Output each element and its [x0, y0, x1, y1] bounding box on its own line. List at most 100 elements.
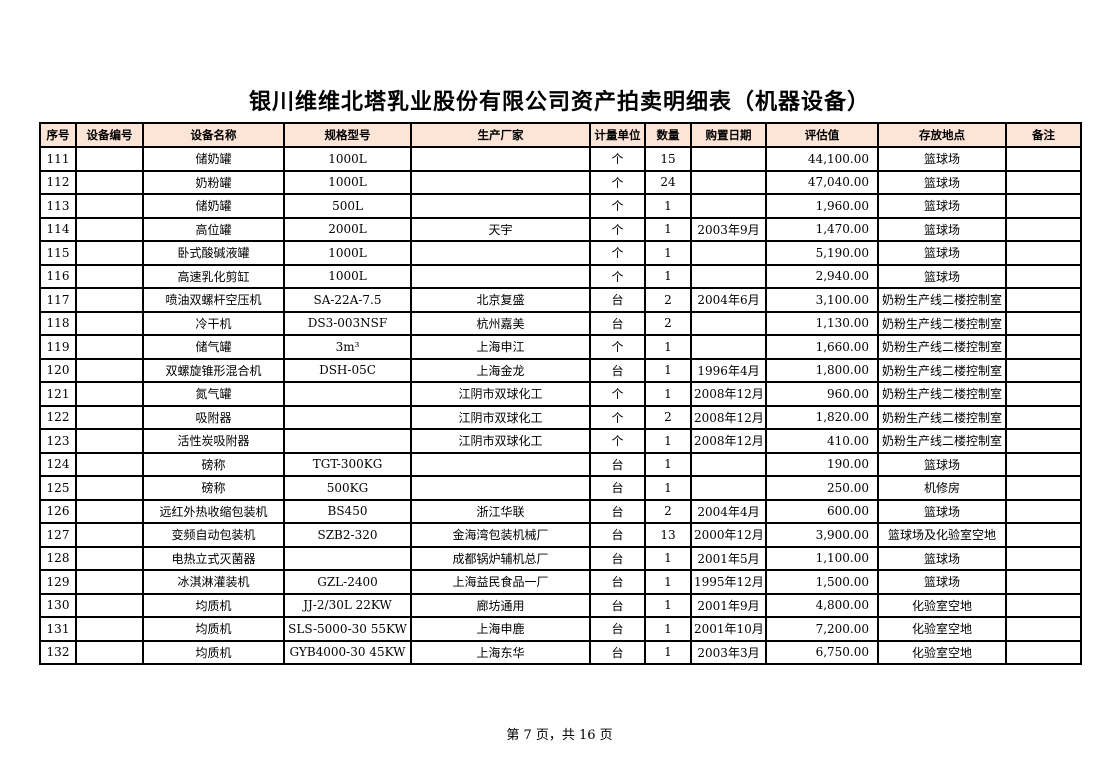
cell-unit: 台 [589, 639, 646, 665]
cell-equipment-name: 储奶罐 [142, 146, 285, 172]
cell-unit: 个 [589, 404, 646, 430]
cell-seq: 125 [39, 475, 77, 501]
cell-equipment-id [75, 334, 144, 360]
cell-location: 奶粉生产线二楼控制室 [877, 404, 1007, 430]
cell-manufacturer: 江阴市双球化工 [410, 381, 591, 407]
cell-model: 500L [283, 193, 412, 219]
cell-purchase-date: 1995年12月 [690, 569, 767, 595]
cell-manufacturer [410, 146, 591, 172]
cell-manufacturer: 杭州嘉美 [410, 310, 591, 336]
cell-seq: 114 [39, 216, 77, 242]
table-row: 127 变频自动包装机 SZB2-320 金海湾包装机械厂台 13 2000年12月 3,9… [39, 522, 1082, 548]
table-row: 117 喷油双螺杆空压机 SA-22A-7.5 北京复盛台 2 2004年6月 3,100.… [39, 287, 1082, 313]
cell-seq: 117 [39, 287, 77, 313]
cell-equipment-name: 冷干机 [142, 310, 285, 336]
cell-unit: 台 [589, 569, 646, 595]
cell-quantity: 1 [644, 569, 692, 595]
cell-appraised-value: 1,100.00 [765, 545, 879, 571]
cell-seq: 121 [39, 381, 77, 407]
cell-model: 1000L [283, 146, 412, 172]
cell-model: JJ-2/30L 22KW [283, 592, 412, 618]
cell-equipment-name: 磅称 [142, 451, 285, 477]
cell-location: 奶粉生产线二楼控制室 [877, 334, 1007, 360]
cell-remarks [1005, 428, 1082, 454]
cell-purchase-date: 2008年12月 [690, 404, 767, 430]
asset-table: 序号 设备编号 设备名称 规格型号 生产厂家 计量单位 数量 购置日期 评估值 存放地点 备注 11… [39, 122, 1082, 665]
cell-appraised-value: 44,100.00 [765, 146, 879, 172]
cell-equipment-id [75, 263, 144, 289]
column-header-seq: 序号 [39, 122, 77, 148]
cell-quantity: 2 [644, 287, 692, 313]
cell-manufacturer: 上海申鹿 [410, 616, 591, 642]
cell-model: SZB2-320 [283, 522, 412, 548]
column-header-unit: 计量单位 [589, 122, 646, 148]
cell-equipment-name: 变频自动包装机 [142, 522, 285, 548]
cell-equipment-id [75, 616, 144, 642]
cell-purchase-date [690, 310, 767, 336]
cell-quantity: 1 [644, 545, 692, 571]
cell-model [283, 404, 412, 430]
cell-purchase-date [690, 240, 767, 266]
cell-unit: 台 [589, 616, 646, 642]
cell-quantity: 1 [644, 451, 692, 477]
cell-remarks [1005, 146, 1082, 172]
header-row: 序号 设备编号 设备名称 规格型号 生产厂家 计量单位 数量 购置日期 评估值 存放地点 备注 [39, 122, 1082, 148]
cell-unit: 台 [589, 310, 646, 336]
table-row: 120 双螺旋锥形混合机 DSH-05C 上海金龙台 1 1996年4月 1,800.00 奶… [39, 357, 1082, 383]
table-row: 129 冰淇淋灌装机 GZL-2400 上海益民食品一厂台 1 1995年12月 1,500… [39, 569, 1082, 595]
column-header-purchase-date: 购置日期 [690, 122, 767, 148]
table-row: 130 均质机 JJ-2/30L 22KW 廊坊通用台 1 2001年9月 4,800.00… [39, 592, 1082, 618]
cell-model: 3m³ [283, 334, 412, 360]
cell-unit: 台 [589, 357, 646, 383]
table-row: 114 高位罐 2000L 天宇个 1 2003年9月 1,470.00 篮球场 [39, 216, 1082, 242]
table-body: 111 储奶罐 1000L 个 15 44,100.00 篮球场 112 奶粉罐 1000L 个 24… [39, 146, 1082, 665]
cell-model: 2000L [283, 216, 412, 242]
cell-unit: 个 [589, 263, 646, 289]
cell-purchase-date: 2004年4月 [690, 498, 767, 524]
cell-unit: 台 [589, 498, 646, 524]
cell-location: 篮球场 [877, 569, 1007, 595]
cell-purchase-date: 2004年6月 [690, 287, 767, 313]
cell-location: 化验室空地 [877, 592, 1007, 618]
cell-model: DSH-05C [283, 357, 412, 383]
cell-quantity: 1 [644, 428, 692, 454]
cell-remarks [1005, 240, 1082, 266]
cell-location: 篮球场 [877, 240, 1007, 266]
table-row: 131 均质机 SLS-5000-30 55KW 上海申鹿台 1 2001年10月 7,20… [39, 616, 1082, 642]
cell-appraised-value: 4,800.00 [765, 592, 879, 618]
cell-equipment-id [75, 146, 144, 172]
cell-quantity: 1 [644, 357, 692, 383]
cell-manufacturer [410, 193, 591, 219]
cell-remarks [1005, 287, 1082, 313]
cell-location: 机修房 [877, 475, 1007, 501]
cell-seq: 112 [39, 169, 77, 195]
cell-equipment-id [75, 545, 144, 571]
cell-unit: 台 [589, 287, 646, 313]
cell-unit: 台 [589, 545, 646, 571]
cell-appraised-value: 47,040.00 [765, 169, 879, 195]
cell-unit: 个 [589, 193, 646, 219]
cell-equipment-id [75, 639, 144, 665]
cell-purchase-date [690, 146, 767, 172]
cell-quantity: 2 [644, 404, 692, 430]
cell-equipment-name: 吸附器 [142, 404, 285, 430]
cell-appraised-value: 250.00 [765, 475, 879, 501]
cell-quantity: 15 [644, 146, 692, 172]
table-row: 124 磅称 TGT-300KG 台 1 190.00 篮球场 [39, 451, 1082, 477]
cell-quantity: 24 [644, 169, 692, 195]
cell-unit: 个 [589, 169, 646, 195]
cell-remarks [1005, 169, 1082, 195]
cell-remarks [1005, 592, 1082, 618]
cell-seq: 128 [39, 545, 77, 571]
cell-appraised-value: 3,100.00 [765, 287, 879, 313]
cell-unit: 个 [589, 146, 646, 172]
cell-remarks [1005, 569, 1082, 595]
cell-seq: 119 [39, 334, 77, 360]
cell-unit: 个 [589, 381, 646, 407]
cell-purchase-date: 2008年12月 [690, 381, 767, 407]
cell-equipment-id [75, 428, 144, 454]
cell-equipment-name: 奶粉罐 [142, 169, 285, 195]
cell-remarks [1005, 357, 1082, 383]
cell-purchase-date [690, 263, 767, 289]
cell-equipment-id [75, 240, 144, 266]
